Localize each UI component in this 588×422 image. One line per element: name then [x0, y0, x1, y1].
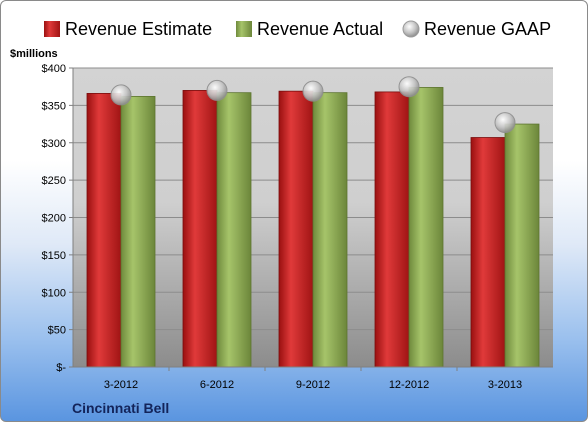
company-name: Cincinnati Bell — [72, 400, 169, 416]
x-tick-label: 3-2012 — [104, 379, 138, 391]
legend-label-estimate: Revenue Estimate — [65, 19, 212, 39]
y-tick-label: $150 — [42, 250, 66, 262]
legend: Revenue Estimate Revenue Actual Revenue … — [44, 19, 551, 39]
bar-revenue-actual — [120, 96, 156, 368]
y-tick-label: $300 — [42, 138, 66, 150]
legend-swatch-actual — [236, 21, 252, 37]
legend-label-actual: Revenue Actual — [257, 19, 383, 39]
y-tick-label: $50 — [48, 325, 66, 337]
x-tick-label: 6-2012 — [200, 379, 234, 391]
bar-revenue-actual — [312, 92, 348, 368]
y-tick-label: $100 — [42, 287, 66, 299]
legend-item-gaap: Revenue GAAP — [402, 19, 551, 39]
y-tick-label: $- — [56, 362, 66, 374]
marker-revenue-gaap — [110, 84, 132, 106]
legend-item-estimate: Revenue Estimate — [44, 19, 212, 39]
x-tick-label: 9-2012 — [296, 379, 330, 391]
legend-swatch-estimate — [44, 21, 60, 37]
y-tick-label: $200 — [42, 213, 66, 225]
y-tick-label: $400 — [42, 63, 66, 75]
marker-revenue-gaap — [206, 79, 228, 101]
legend-swatch-gaap — [402, 20, 420, 38]
bar-revenue-estimate — [278, 90, 314, 368]
legend-item-actual: Revenue Actual — [236, 19, 383, 39]
bars — [86, 87, 540, 368]
bar-revenue-estimate — [374, 91, 410, 368]
gaap-markers — [110, 76, 516, 134]
y-axis-ticks: $- $50 $100 $150 $200 $250 $300 $350 $400 — [42, 63, 74, 374]
x-tick-label: 3-2013 — [488, 379, 522, 391]
bar-revenue-estimate — [470, 137, 506, 368]
y-tick-label: $250 — [42, 175, 66, 187]
marker-revenue-gaap — [398, 76, 420, 98]
bar-revenue-estimate — [182, 90, 218, 368]
x-axis-ticks: 3-2012 6-2012 9-2012 12-2012 3-2013 — [73, 366, 553, 391]
marker-revenue-gaap — [302, 80, 324, 102]
marker-revenue-gaap — [494, 112, 516, 134]
bar-revenue-actual — [504, 123, 540, 368]
x-tick-label: 12-2012 — [389, 379, 429, 391]
bar-revenue-estimate — [86, 93, 122, 368]
bar-revenue-actual — [408, 87, 444, 368]
legend-label-gaap: Revenue GAAP — [424, 19, 551, 39]
y-axis-unit-label: $millions — [10, 48, 58, 60]
bar-revenue-actual — [216, 92, 252, 368]
y-tick-label: $350 — [42, 100, 66, 112]
